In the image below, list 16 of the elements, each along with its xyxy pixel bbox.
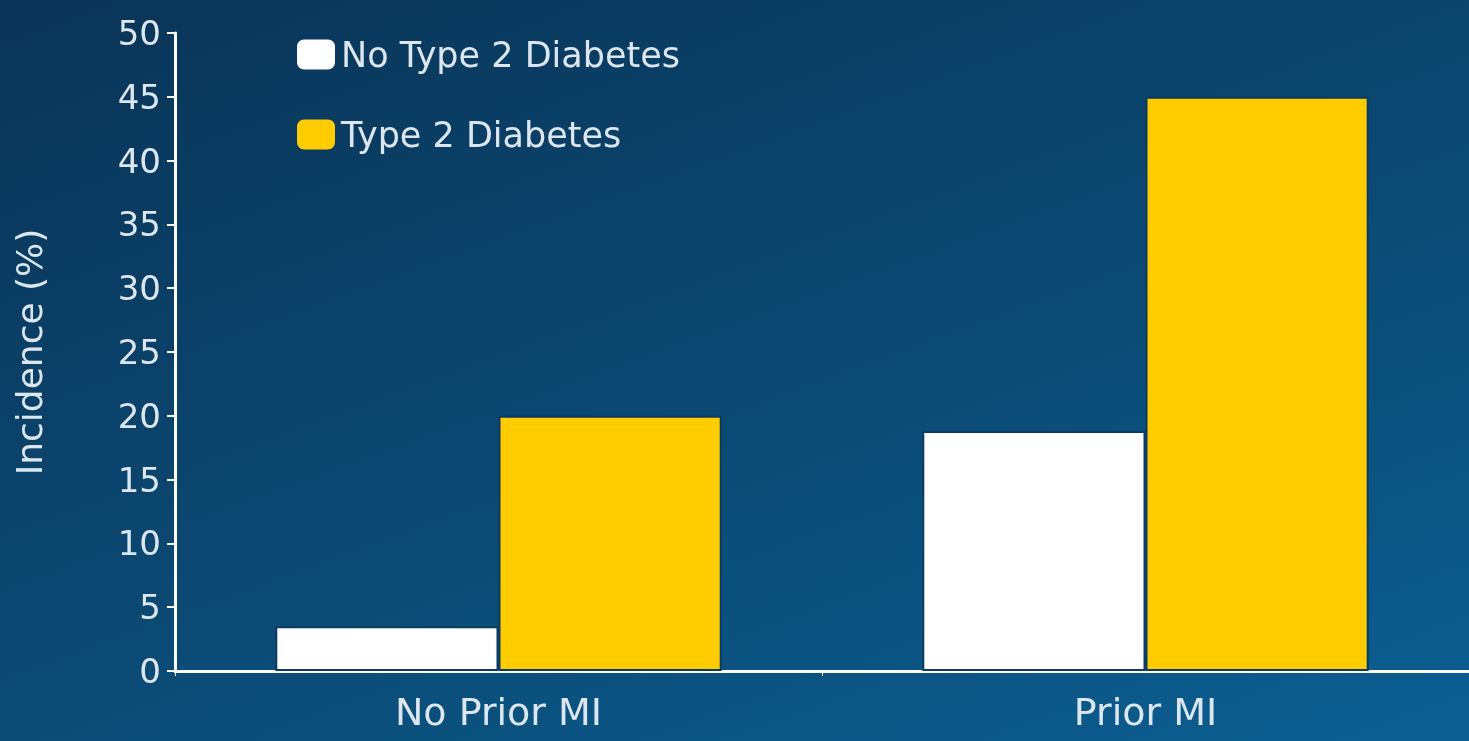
y-tick-label: 0 [139,651,161,691]
legend-label: Type 2 Diabetes [340,114,622,155]
y-tick-label: 25 [117,332,161,372]
y-tick-label: 20 [117,395,161,436]
y-tick-label: 10 [117,523,161,564]
y-tick-label: 50 [117,13,161,53]
y-tick-label: 40 [117,140,161,181]
x-tick-label: No Prior MI [394,690,603,734]
y-tick-label: 35 [117,204,161,245]
y-tick-label: 30 [117,268,161,309]
x-tick-label: Prior MI [1073,690,1218,734]
y-tick-label: 45 [117,76,161,117]
y-axis-title: Incidence (%) [8,228,50,476]
y-tick-label: 5 [139,587,161,628]
legend-label: No Type 2 Diabetes [341,34,680,75]
y-tick-label: 15 [117,459,161,500]
